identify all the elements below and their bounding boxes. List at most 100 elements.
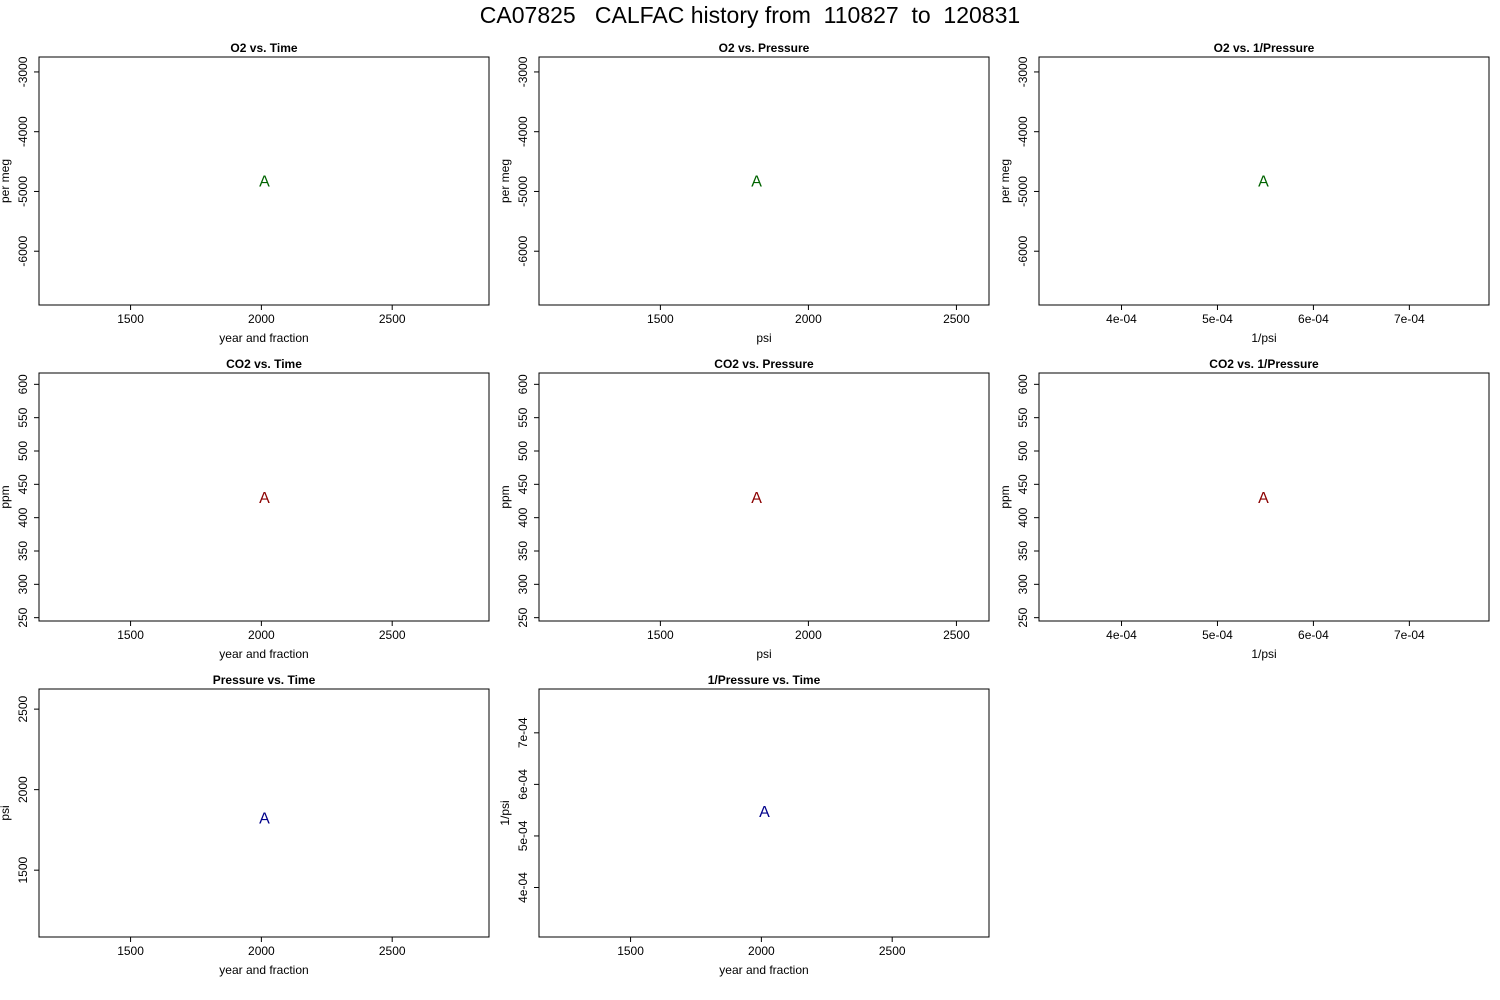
y-tick-label: 250 [1016, 607, 1030, 627]
x-axis-label: year and fraction [219, 647, 308, 661]
y-tick-label: 350 [1016, 541, 1030, 561]
y-tick-label: 400 [16, 507, 30, 527]
x-tick-label: 6e-04 [1298, 628, 1329, 642]
panel-pressure-vs-time: Pressure vs. Time 1500 2000 2500 1500 2000 250… [0, 670, 500, 986]
chart-title: O2 vs. 1/Pressure [1214, 41, 1315, 55]
plot-frame [538, 372, 990, 622]
x-tick-label: 2500 [943, 312, 970, 326]
data-point: A [259, 490, 270, 507]
chart-svg: 1/Pressure vs. Time 1500 2000 2500 4e-04 5e-0… [498, 673, 990, 977]
panel-o2-vs-pressure: O2 vs. Pressure 1500 2000 2500 -6000 -5000 -40… [498, 38, 1000, 354]
x-tick-label: 1500 [617, 944, 644, 958]
y-tick-label: -3000 [16, 56, 30, 87]
y-tick-label: -3000 [516, 56, 530, 87]
x-tick-label: 1500 [117, 312, 144, 326]
y-tick-label: 300 [16, 574, 30, 594]
chart-title: O2 vs. Time [230, 41, 297, 55]
x-tick-label: 2500 [943, 628, 970, 642]
y-tick-label: 600 [516, 374, 530, 394]
y-tick-label: 250 [16, 607, 30, 627]
y-tick-label: 400 [516, 507, 530, 527]
y-tick-label: 450 [516, 474, 530, 494]
y-tick-label: 2000 [16, 776, 30, 803]
chart-title: CO2 vs. Pressure [714, 357, 814, 371]
y-tick-label: 500 [16, 441, 30, 461]
y-tick-label: 350 [16, 541, 30, 561]
x-tick-label: 4e-04 [1106, 312, 1137, 326]
y-tick-label: 600 [1016, 374, 1030, 394]
y-axis-label: ppm [998, 485, 1012, 508]
y-tick-label: 600 [16, 374, 30, 394]
y-tick-label: 300 [1016, 574, 1030, 594]
data-point: A [259, 811, 270, 828]
chart-svg: CO2 vs. 1/Pressure 4e-04 5e-04 6e-04 7e-04 25… [998, 357, 1490, 661]
x-tick-label: 2500 [379, 944, 406, 958]
y-tick-label: 2500 [16, 695, 30, 722]
y-tick-label: 4e-04 [516, 872, 530, 903]
x-tick-label: 7e-04 [1394, 628, 1425, 642]
y-tick-label: 400 [1016, 507, 1030, 527]
y-tick-label: 500 [1016, 441, 1030, 461]
y-tick-label: 550 [516, 407, 530, 427]
y-tick-label: 300 [516, 574, 530, 594]
y-tick-label: -5000 [1016, 176, 1030, 207]
chart-title: CO2 vs. Time [226, 357, 302, 371]
x-tick-label: 2000 [248, 944, 275, 958]
chart-svg: O2 vs. 1/Pressure 4e-04 5e-04 6e-04 7e-04 -60… [998, 41, 1490, 345]
y-tick-label: 7e-04 [516, 717, 530, 748]
y-axis-label: psi [0, 805, 12, 820]
x-axis-label: 1/psi [1251, 331, 1276, 345]
y-tick-label: -4000 [1016, 116, 1030, 147]
chart-svg: O2 vs. Pressure 1500 2000 2500 -6000 -5000 -40… [498, 41, 990, 345]
plot-frame [1038, 372, 1490, 622]
data-point: A [759, 804, 770, 821]
plot-frame [38, 372, 490, 622]
x-axis-label: psi [756, 647, 771, 661]
panel-inv-pressure-vs-time: 1/Pressure vs. Time 1500 2000 2500 4e-04 5e-0… [498, 670, 1000, 986]
x-tick-label: 2000 [248, 628, 275, 642]
y-tick-label: 350 [516, 541, 530, 561]
y-tick-label: -5000 [516, 176, 530, 207]
data-point: A [259, 174, 270, 191]
x-tick-label: 1500 [647, 312, 674, 326]
x-axis-label: 1/psi [1251, 647, 1276, 661]
y-tick-label: -6000 [16, 236, 30, 267]
panel-o2-vs-time: O2 vs. Time 1500 2000 2500 -6000 -5000 -4000 -3… [0, 38, 500, 354]
plot-frame [38, 56, 490, 306]
x-tick-label: 7e-04 [1394, 312, 1425, 326]
y-axis-label: ppm [0, 485, 12, 508]
x-tick-label: 5e-04 [1202, 628, 1233, 642]
x-axis-label: year and fraction [219, 331, 308, 345]
y-tick-label: 550 [16, 407, 30, 427]
x-tick-label: 1500 [117, 628, 144, 642]
y-tick-label: 1500 [16, 856, 30, 883]
y-tick-label: 500 [516, 441, 530, 461]
x-tick-label: 2000 [748, 944, 775, 958]
y-tick-label: 550 [1016, 407, 1030, 427]
chart-svg: CO2 vs. Pressure 1500 2000 2500 250 300 350 400… [498, 357, 990, 661]
chart-title: CO2 vs. 1/Pressure [1209, 357, 1319, 371]
plot-frame [38, 688, 490, 938]
plot-frame [538, 56, 990, 306]
panel-co2-vs-inv-pressure: CO2 vs. 1/Pressure 4e-04 5e-04 6e-04 7e-04 25… [998, 354, 1500, 670]
chart-title: 1/Pressure vs. Time [708, 673, 821, 687]
data-point: A [751, 174, 762, 191]
chart-title: O2 vs. Pressure [719, 41, 810, 55]
panel-co2-vs-time: CO2 vs. Time 1500 2000 2500 250 300 350 400 450 5… [0, 354, 500, 670]
y-axis-label: 1/psi [498, 800, 512, 825]
x-tick-label: 2500 [879, 944, 906, 958]
x-axis-label: year and fraction [719, 963, 808, 977]
y-axis-label: ppm [498, 485, 512, 508]
x-tick-label: 1500 [117, 944, 144, 958]
chart-svg: O2 vs. Time 1500 2000 2500 -6000 -5000 -4000 -3… [0, 41, 490, 345]
plot-frame [538, 688, 990, 938]
x-tick-label: 4e-04 [1106, 628, 1137, 642]
x-axis-label: psi [756, 331, 771, 345]
plot-frame [1038, 56, 1490, 306]
y-tick-label: -4000 [516, 116, 530, 147]
y-axis-label: per meg [998, 159, 1012, 203]
x-tick-label: 2000 [795, 312, 822, 326]
x-tick-label: 6e-04 [1298, 312, 1329, 326]
y-axis-label: per meg [0, 159, 12, 203]
y-tick-label: 6e-04 [516, 769, 530, 800]
